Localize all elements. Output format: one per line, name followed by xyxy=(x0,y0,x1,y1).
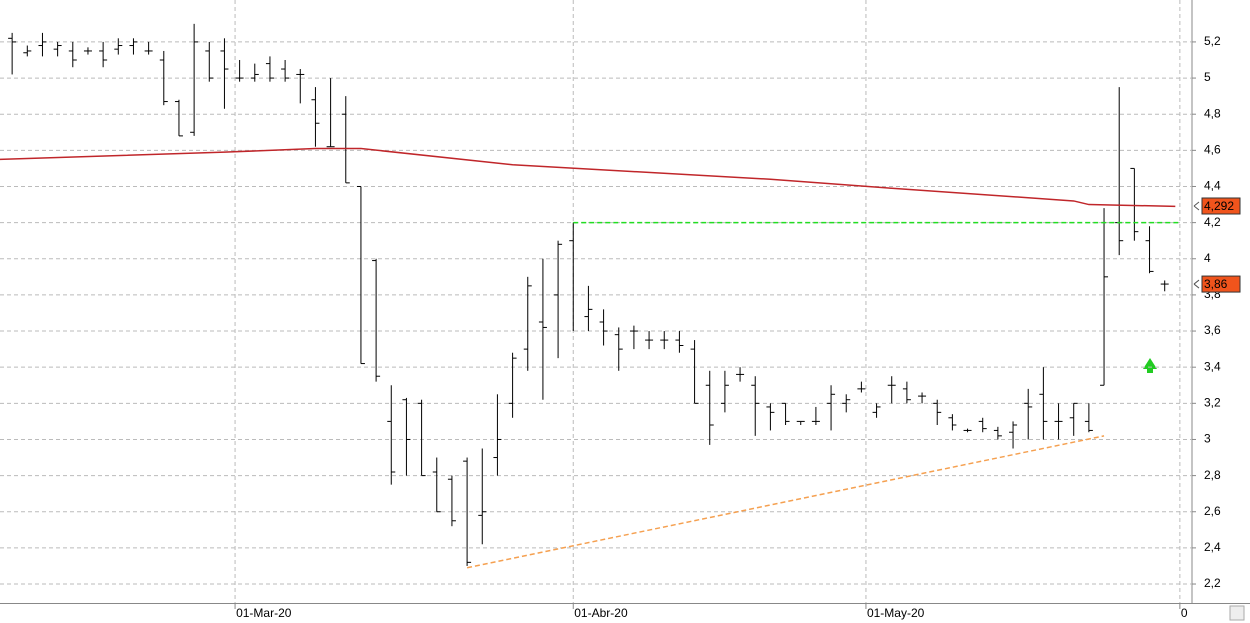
price-label: 3,86 xyxy=(1204,277,1228,291)
y-tick-label: 4 xyxy=(1204,251,1211,265)
y-tick-label: 3,6 xyxy=(1204,323,1221,337)
price-pointer xyxy=(1193,279,1200,289)
price-label: 4,292 xyxy=(1204,199,1234,213)
y-tick-label: 4,2 xyxy=(1204,215,1221,229)
y-tick-label: 4,6 xyxy=(1204,143,1221,157)
y-tick-label: 5,2 xyxy=(1204,34,1221,48)
price-label-box xyxy=(1201,197,1241,215)
overlay-line xyxy=(0,147,1176,208)
y-tick-label: 3,2 xyxy=(1204,395,1221,409)
y-tick-label: 4,4 xyxy=(1204,179,1221,193)
y-tick-label: 3,4 xyxy=(1204,359,1221,373)
y-tick-label: 2,2 xyxy=(1204,576,1221,590)
y-tick-label: 4,8 xyxy=(1204,106,1221,120)
y-tick-label: 5 xyxy=(1204,70,1211,84)
price-label-box xyxy=(1201,275,1241,293)
x-tick-label: 01-Mar-20 xyxy=(236,606,292,620)
price-pointer xyxy=(1193,201,1200,211)
settings-icon[interactable] xyxy=(1229,605,1245,621)
y-tick-label: 3 xyxy=(1204,432,1211,446)
overlay-line xyxy=(466,435,1105,569)
x-tick-label: 01-May-20 xyxy=(867,606,925,620)
x-tick-label: 01-Abr-20 xyxy=(574,606,628,620)
y-tick-label: 2,6 xyxy=(1204,504,1221,518)
x-tick-label: 0 xyxy=(1181,606,1188,620)
up-arrow xyxy=(1143,358,1157,373)
y-tick-label: 2,4 xyxy=(1204,540,1221,554)
y-tick-label: 2,8 xyxy=(1204,468,1221,482)
